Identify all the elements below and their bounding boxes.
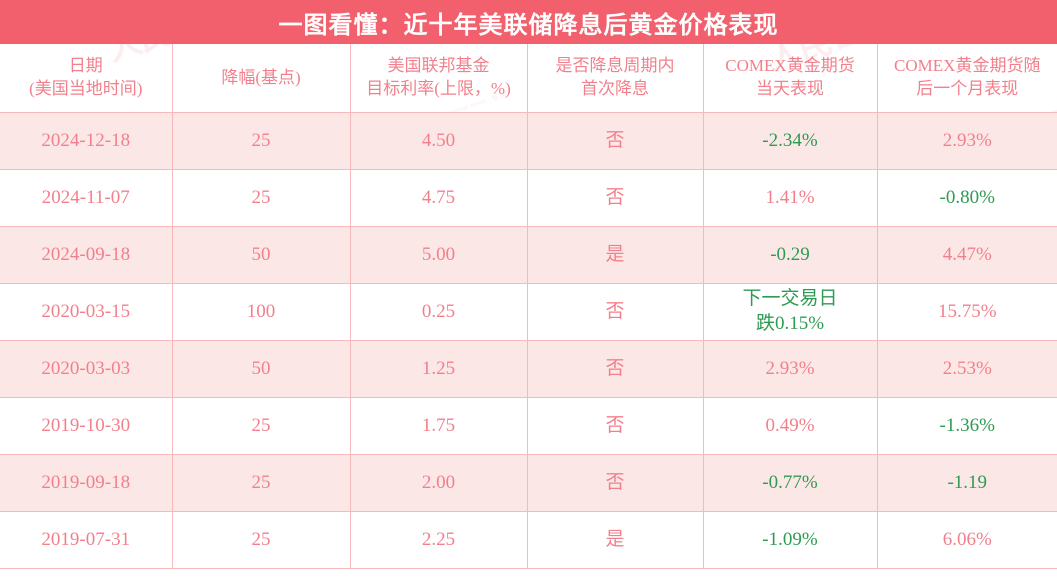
table-row: 2019-07-31 25 2.25 是 -1.09% 6.06% <box>0 511 1057 569</box>
cell-one-month-performance: 2.93% <box>877 112 1057 170</box>
gold-performance-table: 日期 (美国当地时间) 降幅(基点) 美国联邦基金 目标利率(上限，%) 是否降息周期内首… <box>0 44 1057 569</box>
column-header-0: 日期 (美国当地时间) <box>0 44 173 113</box>
cell-same-day-performance: 1.41% <box>703 169 878 227</box>
table-row: 2024-11-07 25 4.75 否 1.41% -0.80% <box>0 169 1057 227</box>
cell-first-cut: 否 <box>527 397 704 455</box>
cell-date: 2020-03-15 <box>0 283 173 341</box>
cell-same-day-performance: -1.09% <box>703 511 878 569</box>
cell-one-month-performance: 4.47% <box>877 226 1057 284</box>
cell-target-rate: 2.00 <box>350 454 528 512</box>
cell-cut-bp: 25 <box>172 112 351 170</box>
cell-one-month-performance: -0.80% <box>877 169 1057 227</box>
cell-one-month-performance: 6.06% <box>877 511 1057 569</box>
cell-cut-bp: 50 <box>172 340 351 398</box>
column-header-line1: 降幅(基点) <box>221 67 301 87</box>
cell-target-rate: 2.25 <box>350 511 528 569</box>
cell-target-rate: 1.25 <box>350 340 528 398</box>
cell-cut-bp: 50 <box>172 226 351 284</box>
table-row: 2019-09-18 25 2.00 否 -0.77% -1.19 <box>0 454 1057 512</box>
column-header-line2: 目标利率(上限，%) <box>366 79 511 98</box>
cell-one-month-performance: -1.19 <box>877 454 1057 512</box>
cell-one-month-performance-line1: -0.80% <box>939 186 995 208</box>
cell-first-cut: 否 <box>527 112 704 170</box>
cell-cut-bp: 25 <box>172 169 351 227</box>
cell-cut-bp: 100 <box>172 283 351 341</box>
column-header-line2: 当天表现 <box>756 79 824 98</box>
cell-first-cut: 是 <box>527 511 704 569</box>
cell-one-month-performance: 15.75% <box>877 283 1057 341</box>
cell-target-rate: 4.75 <box>350 169 528 227</box>
column-header-2: 美国联邦基金目标利率(上限，%) <box>350 44 528 113</box>
column-header-line1: COMEX黄金期货随 <box>894 56 1041 76</box>
cell-same-day-performance-line1: 下一交易日 <box>742 288 838 310</box>
cell-date: 2020-03-03 <box>0 340 173 398</box>
table-head: 日期 (美国当地时间) 降幅(基点) 美国联邦基金 目标利率(上限，%) 是否降息周期内首… <box>0 44 1057 113</box>
cell-one-month-performance-line1: -1.19 <box>947 471 988 493</box>
cell-target-rate: 5.00 <box>350 226 528 284</box>
table-row: 2024-12-18 25 4.50 否 -2.34% 2.93% <box>0 112 1057 170</box>
table-row: 2020-03-03 50 1.25 否 2.93% 2.53% <box>0 340 1057 398</box>
cell-one-month-performance-line1: 15.75% <box>937 300 997 322</box>
cell-first-cut: 否 <box>527 283 704 341</box>
cell-target-rate: 0.25 <box>350 283 528 341</box>
cell-date: 2019-10-30 <box>0 397 173 455</box>
cell-one-month-performance-line1: -1.36% <box>939 414 995 436</box>
column-header-line2: (美国当地时间) <box>29 79 143 98</box>
cell-one-month-performance: 2.53% <box>877 340 1057 398</box>
cell-date: 2024-11-07 <box>0 169 173 227</box>
cell-same-day-performance: -0.29 <box>703 226 878 284</box>
table-row: 2024-09-18 50 5.00 是 -0.29 4.47% <box>0 226 1057 284</box>
cell-cut-bp: 25 <box>172 454 351 512</box>
page-title: 一图看懂：近十年美联储降息后黄金价格表现 <box>278 12 779 39</box>
table-body: 2024-12-18 25 4.50 否 -2.34% 2.93% 2024-11-07 25… <box>0 112 1057 569</box>
title-banner: 一图看懂：近十年美联储降息后黄金价格表现 <box>0 0 1057 44</box>
column-header-line1: 美国联邦基金 <box>387 56 490 76</box>
column-header-line1: 是否降息周期内 <box>555 56 675 76</box>
table-row: 2020-03-15 100 0.25 否下一交易日 跌0.15% 15.75% <box>0 283 1057 341</box>
cell-one-month-performance-line1: 2.93% <box>942 129 992 151</box>
cell-one-month-performance: -1.36% <box>877 397 1057 455</box>
cell-target-rate: 1.75 <box>350 397 528 455</box>
cell-same-day-performance-line1: -1.09% <box>762 528 818 550</box>
cell-one-month-performance-line1: 6.06% <box>942 528 992 550</box>
column-header-line1: 日期 <box>68 56 103 76</box>
cell-one-month-performance-line1: 4.47% <box>942 243 992 265</box>
column-header-1: 降幅(基点) <box>172 44 351 113</box>
cell-first-cut: 否 <box>527 340 704 398</box>
cell-date: 2024-12-18 <box>0 112 173 170</box>
column-header-4: COMEX黄金期货 当天表现 <box>703 44 878 113</box>
cell-same-day-performance-line1: 0.49% <box>765 414 815 436</box>
column-header-line1: COMEX黄金期货 <box>725 56 855 76</box>
cell-same-day-performance: -0.77% <box>703 454 878 512</box>
cell-date: 2019-09-18 <box>0 454 173 512</box>
cell-same-day-performance: -2.34% <box>703 112 878 170</box>
column-header-3: 是否降息周期内 首次降息 <box>527 44 704 113</box>
cell-date: 2024-09-18 <box>0 226 173 284</box>
column-header-line2: 首次降息 <box>581 79 649 98</box>
cell-target-rate: 4.50 <box>350 112 528 170</box>
cell-first-cut: 否 <box>527 169 704 227</box>
cell-cut-bp: 25 <box>172 397 351 455</box>
cell-cut-bp: 25 <box>172 511 351 569</box>
cell-first-cut: 是 <box>527 226 704 284</box>
cell-same-day-performance: 0.49% <box>703 397 878 455</box>
cell-same-day-performance-line1: 1.41% <box>765 186 815 208</box>
cell-same-day-performance-line1: -2.34% <box>762 129 818 151</box>
cell-first-cut: 否 <box>527 454 704 512</box>
cell-same-day-performance: 下一交易日跌0.15% <box>703 283 878 341</box>
cell-same-day-performance-line2: 跌0.15% <box>755 313 825 334</box>
cell-one-month-performance-line1: 2.53% <box>942 357 992 379</box>
table-row: 2019-10-30 25 1.75 否 0.49% -1.36% <box>0 397 1057 455</box>
cell-same-day-performance-line1: -0.77% <box>762 471 818 493</box>
cell-date: 2019-07-31 <box>0 511 173 569</box>
column-header-5: COMEX黄金期货随 后一个月表现 <box>877 44 1057 113</box>
column-header-line2: 后一个月表现 <box>916 79 1019 98</box>
cell-same-day-performance: 2.93% <box>703 340 878 398</box>
cell-same-day-performance-line1: -0.29 <box>770 243 810 265</box>
cell-same-day-performance-line1: 2.93% <box>765 357 815 379</box>
table-header-row: 日期 (美国当地时间) 降幅(基点) 美国联邦基金 目标利率(上限，%) 是否降息周期内首… <box>0 44 1057 113</box>
